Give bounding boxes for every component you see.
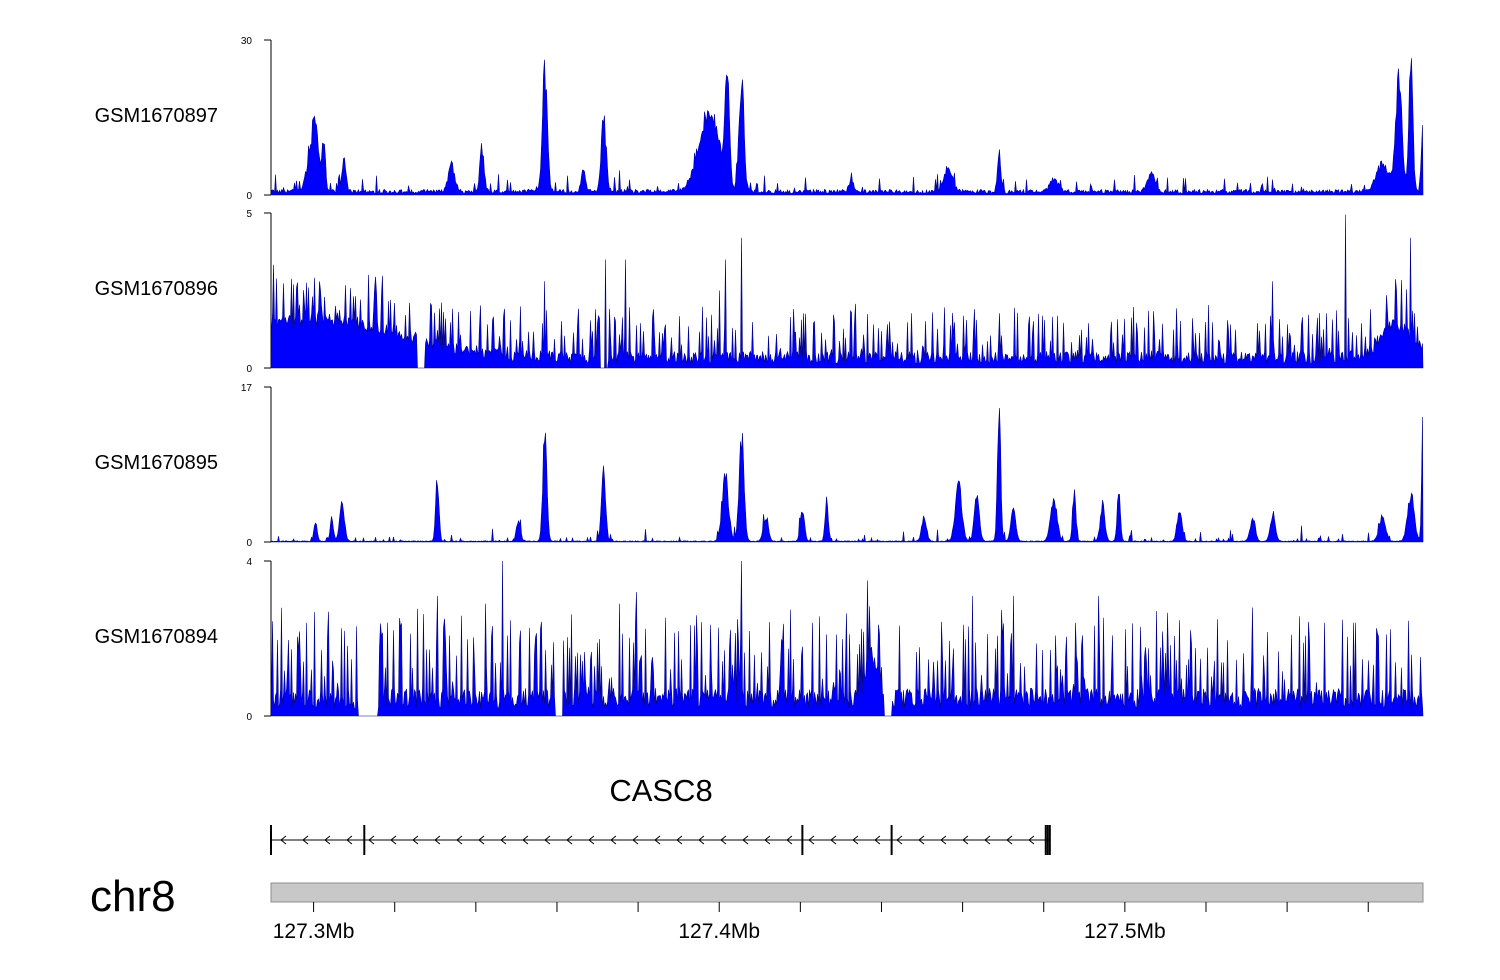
track-ymin-label: 0	[246, 538, 252, 549]
track-signal-area	[270, 560, 1424, 717]
track-sample-label: GSM1670894	[95, 626, 218, 648]
strand-arrow	[390, 835, 397, 845]
gene-name-label: CASC8	[609, 773, 712, 808]
track-signal-area	[270, 214, 1424, 369]
track-3: GSM1670895 17 0	[95, 383, 1424, 549]
strand-arrow	[588, 835, 595, 845]
track-4: GSM1670894 4 0	[95, 557, 1424, 723]
strand-arrow	[1006, 835, 1013, 845]
strand-arrow	[456, 835, 463, 845]
strand-arrow	[632, 835, 639, 845]
strand-arrow	[896, 835, 903, 845]
strand-arrow	[720, 835, 727, 845]
strand-arrow	[698, 835, 705, 845]
strand-arrow	[830, 835, 837, 845]
strand-arrow	[962, 835, 969, 845]
signal-tracks: GSM1670897 30 0 GSM1670896 5 0 GSM167089…	[95, 36, 1424, 723]
signal-area-path	[270, 214, 1424, 369]
track-y-axis	[264, 212, 272, 369]
x-axis-tick-label: 127.4Mb	[678, 920, 760, 943]
strand-arrow	[346, 835, 353, 845]
track-ymax-label: 5	[246, 209, 252, 220]
strand-arrow	[940, 835, 947, 845]
track-ymin-label: 0	[246, 364, 252, 375]
signal-area-path	[270, 58, 1424, 196]
strand-arrow	[412, 835, 419, 845]
strand-arrow	[808, 835, 815, 845]
strand-arrow	[500, 835, 507, 845]
strand-arrow	[742, 835, 749, 845]
strand-arrow	[786, 835, 793, 845]
chromosome-label: chr8	[90, 872, 176, 921]
strand-arrow	[610, 835, 617, 845]
strand-arrow	[324, 835, 331, 845]
strand-arrow	[566, 835, 573, 845]
gene-annotation-track: CASC8	[270, 773, 1051, 855]
strand-arrow	[654, 835, 661, 845]
track-y-axis	[264, 386, 272, 543]
track-y-axis	[264, 39, 272, 196]
strand-arrow	[764, 835, 771, 845]
track-sample-label: GSM1670895	[95, 452, 218, 474]
track-2: GSM1670896 5 0	[95, 209, 1424, 375]
strand-arrow	[434, 835, 441, 845]
signal-area-path	[270, 407, 1424, 543]
strand-arrow	[1028, 835, 1035, 845]
track-ymax-label: 4	[246, 557, 252, 568]
strand-arrow	[984, 835, 991, 845]
strand-arrow	[874, 835, 881, 845]
strand-arrow	[544, 835, 551, 845]
strand-arrow	[478, 835, 485, 845]
strand-arrow	[280, 835, 287, 845]
gene-model	[270, 825, 1051, 855]
track-ymax-label: 17	[241, 383, 253, 394]
track-sample-label: GSM1670896	[95, 278, 218, 300]
x-axis-tick-label: 127.5Mb	[1084, 920, 1166, 943]
strand-arrow	[852, 835, 859, 845]
strand-arrow	[676, 835, 683, 845]
strand-arrow	[302, 835, 309, 845]
track-ymin-label: 0	[246, 712, 252, 723]
x-axis-ticks: 127.3Mb 127.4Mb 127.5Mb	[273, 902, 1369, 943]
track-ymax-label: 30	[241, 36, 253, 47]
track-1: GSM1670897 30 0	[95, 36, 1424, 202]
track-y-axis	[264, 560, 272, 717]
track-signal-area	[270, 58, 1424, 196]
track-sample-label: GSM1670897	[95, 105, 218, 127]
x-axis-tick-label: 127.3Mb	[273, 920, 355, 943]
chromosome-ideogram-bar	[270, 882, 1424, 903]
strand-arrow	[368, 835, 375, 845]
track-ymin-label: 0	[246, 191, 252, 202]
signal-area-path	[270, 560, 1424, 717]
strand-arrow	[918, 835, 925, 845]
strand-arrow	[522, 835, 529, 845]
track-signal-area	[270, 407, 1424, 543]
chromosome-axis: chr8 127.3Mb 127.4Mb 127.5Mb	[90, 872, 1424, 943]
